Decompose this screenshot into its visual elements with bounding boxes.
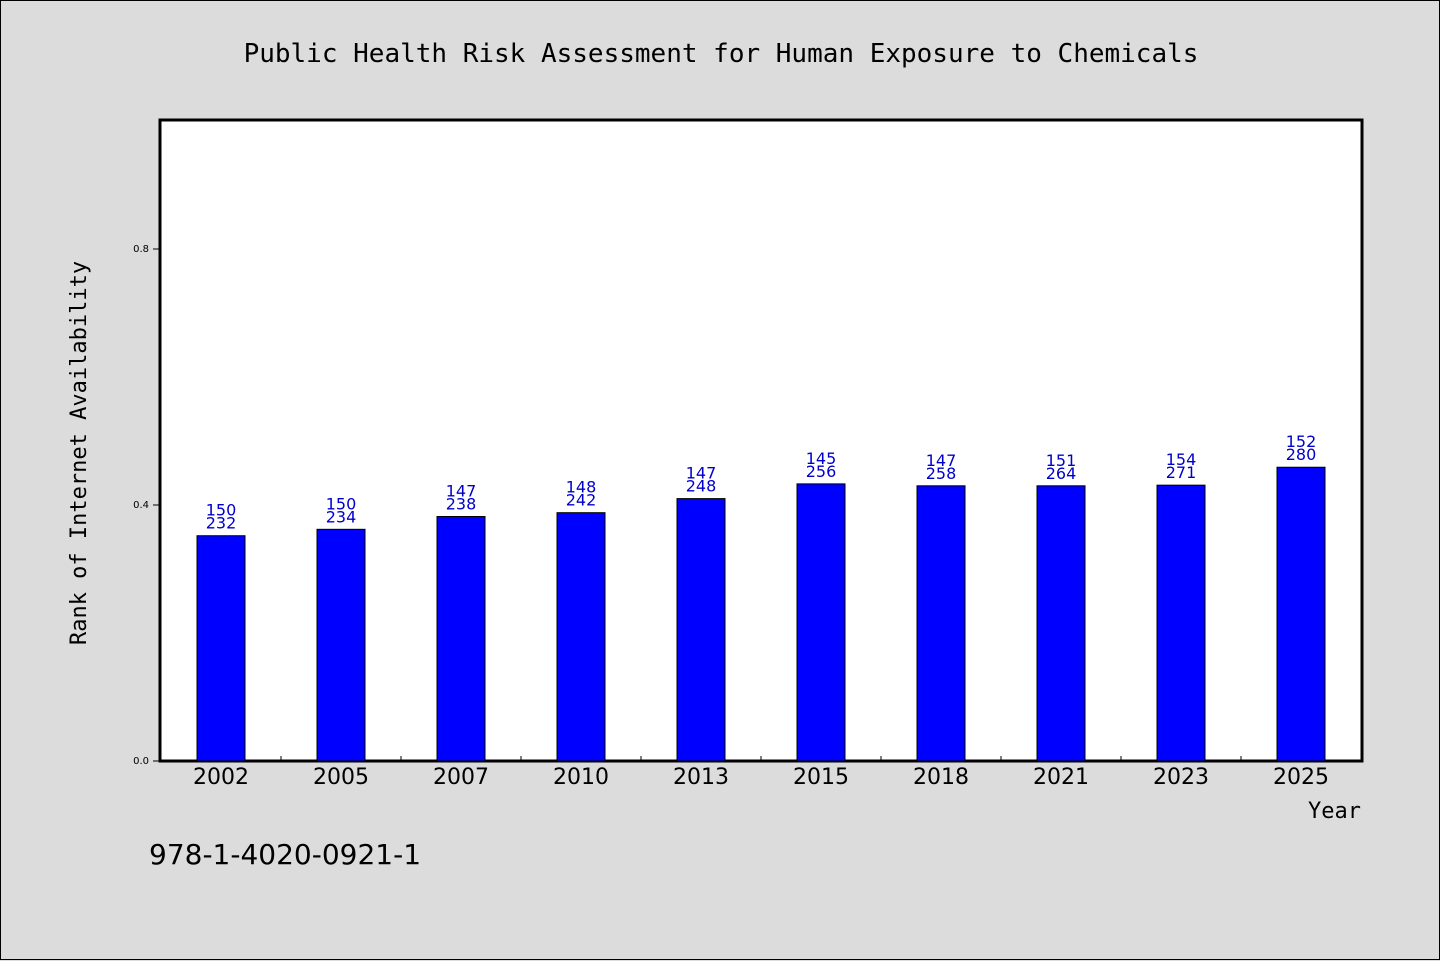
y-tick-label-2: 0.8 (133, 244, 149, 255)
data-label-top-2002: 150 (206, 501, 237, 520)
bar-2010 (556, 512, 606, 762)
data-label-bottom-2007: 238 (446, 495, 477, 514)
data-label-bottom-2015: 256 (806, 462, 837, 481)
data-label-top-2018: 147 (926, 451, 957, 470)
x-tick-label-2015: 2015 (793, 765, 849, 790)
y-tick-label-0: 0.0 (133, 756, 149, 767)
data-label-top-2021: 151 (1046, 451, 1077, 470)
bar-2018 (916, 485, 966, 762)
data-label-top-2013: 147 (686, 464, 717, 483)
bar-2002 (196, 535, 246, 762)
x-tick-label-2021: 2021 (1033, 765, 1089, 790)
data-label-top-2007: 147 (446, 482, 477, 501)
data-label-bottom-2002: 232 (206, 514, 237, 533)
x-tick-label-2023: 2023 (1153, 765, 1209, 790)
data-label-bottom-2025: 280 (1286, 445, 1317, 464)
bar-2015 (796, 483, 846, 762)
x-tick-label-2005: 2005 (313, 765, 369, 790)
data-label-bottom-2013: 248 (686, 477, 717, 496)
bar-2007 (436, 516, 486, 762)
x-tick-label-2002: 2002 (193, 765, 249, 790)
data-label-top-2015: 145 (806, 449, 837, 468)
bar-2013 (676, 498, 726, 762)
y-axis-ticks: 0.0 0.4 0.8 (133, 244, 161, 767)
x-axis-ticks: 2002 2005 2007 2010 2013 2015 2018 2021 2023 2025 (193, 756, 1329, 790)
bar-2023 (1156, 484, 1206, 762)
data-label-bottom-2005: 234 (326, 507, 357, 526)
y-axis-label: Rank of Internet Availability (67, 261, 92, 645)
x-tick-label-2025: 2025 (1273, 765, 1329, 790)
footer-isbn: 978-1-4020-0921-1 (149, 838, 421, 871)
data-label-top-2025: 152 (1286, 432, 1317, 451)
data-label-bottom-2023: 271 (1166, 463, 1197, 482)
data-label-bottom-2010: 242 (566, 491, 597, 510)
data-label-top-2005: 150 (326, 494, 357, 513)
bar-2025 (1276, 466, 1326, 762)
x-tick-label-2018: 2018 (913, 765, 969, 790)
bar-2005 (316, 528, 366, 762)
data-label-top-2023: 154 (1166, 450, 1197, 469)
bar-2021 (1036, 485, 1086, 762)
bars-group (196, 466, 1326, 762)
data-labels-group: 1502321502341472381482421472481452561472… (206, 432, 1317, 532)
y-tick-label-1: 0.4 (133, 500, 149, 511)
x-tick-label-2010: 2010 (553, 765, 609, 790)
data-label-bottom-2021: 264 (1046, 464, 1077, 483)
x-tick-label-2013: 2013 (673, 765, 729, 790)
x-axis-label: Year (1308, 799, 1361, 824)
x-tick-label-2007: 2007 (433, 765, 489, 790)
data-label-bottom-2018: 258 (926, 464, 957, 483)
chart-title: Public Health Risk Assessment for Human … (244, 39, 1199, 69)
data-label-top-2010: 148 (566, 478, 597, 497)
